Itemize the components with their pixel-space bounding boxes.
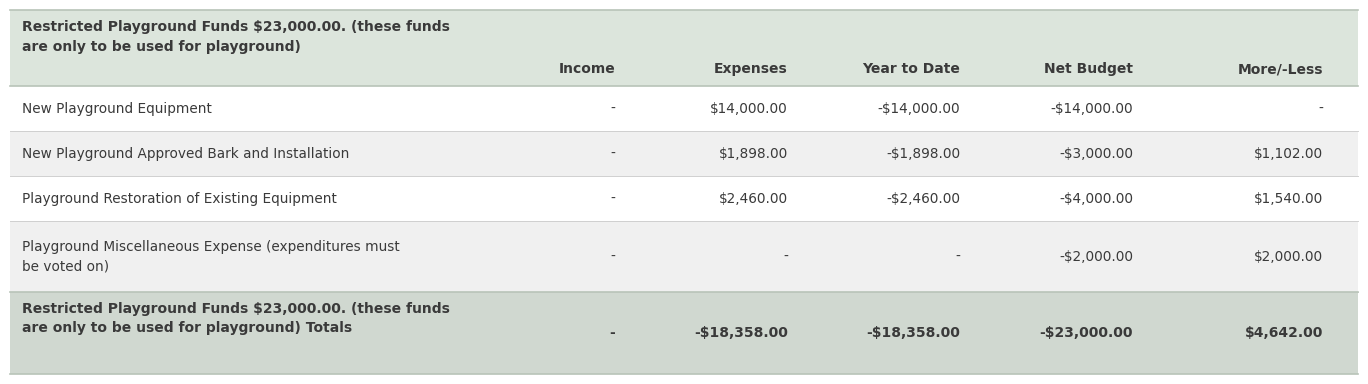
Text: -$2,000.00: -$2,000.00 xyxy=(1059,250,1133,263)
Text: More/-Less: More/-Less xyxy=(1238,62,1323,76)
Text: Restricted Playground Funds $23,000.00. (these funds
are only to be used for pla: Restricted Playground Funds $23,000.00. … xyxy=(22,20,450,53)
Text: -: - xyxy=(610,326,616,340)
Bar xyxy=(10,131,1358,176)
Text: -: - xyxy=(610,102,616,116)
Text: New Playground Approved Bark and Installation: New Playground Approved Bark and Install… xyxy=(22,147,349,161)
Text: -$2,460.00: -$2,460.00 xyxy=(886,192,960,206)
Text: -: - xyxy=(610,192,616,206)
Text: -$4,000.00: -$4,000.00 xyxy=(1059,192,1133,206)
Text: $4,642.00: $4,642.00 xyxy=(1245,326,1323,340)
Text: -$3,000.00: -$3,000.00 xyxy=(1059,147,1133,161)
Text: $1,898.00: $1,898.00 xyxy=(718,147,788,161)
Bar xyxy=(10,176,1358,221)
Text: -$14,000.00: -$14,000.00 xyxy=(1051,102,1133,116)
Text: -$23,000.00: -$23,000.00 xyxy=(1040,326,1133,340)
Text: Playground Miscellaneous Expense (expenditures must
be voted on): Playground Miscellaneous Expense (expend… xyxy=(22,240,399,273)
Text: Expenses: Expenses xyxy=(714,62,788,76)
Text: -: - xyxy=(956,250,960,263)
Text: $2,460.00: $2,460.00 xyxy=(718,192,788,206)
Bar xyxy=(10,292,1358,374)
Text: $2,000.00: $2,000.00 xyxy=(1254,250,1323,263)
Bar xyxy=(10,221,1358,292)
Text: New Playground Equipment: New Playground Equipment xyxy=(22,102,212,116)
Text: -: - xyxy=(610,250,616,263)
Text: Playground Restoration of Existing Equipment: Playground Restoration of Existing Equip… xyxy=(22,192,337,206)
Text: -: - xyxy=(610,147,616,161)
Text: $1,540.00: $1,540.00 xyxy=(1254,192,1323,206)
Text: -$18,358.00: -$18,358.00 xyxy=(866,326,960,340)
Text: -$18,358.00: -$18,358.00 xyxy=(694,326,788,340)
Bar xyxy=(10,10,1358,86)
Text: -$14,000.00: -$14,000.00 xyxy=(878,102,960,116)
Text: Net Budget: Net Budget xyxy=(1044,62,1133,76)
Text: Income: Income xyxy=(558,62,616,76)
Bar xyxy=(10,86,1358,131)
Text: $14,000.00: $14,000.00 xyxy=(710,102,788,116)
Text: -: - xyxy=(1319,102,1323,116)
Text: -$1,898.00: -$1,898.00 xyxy=(886,147,960,161)
Text: Restricted Playground Funds $23,000.00. (these funds
are only to be used for pla: Restricted Playground Funds $23,000.00. … xyxy=(22,302,450,335)
Text: Year to Date: Year to Date xyxy=(863,62,960,76)
Text: $1,102.00: $1,102.00 xyxy=(1254,147,1323,161)
Text: -: - xyxy=(782,250,788,263)
